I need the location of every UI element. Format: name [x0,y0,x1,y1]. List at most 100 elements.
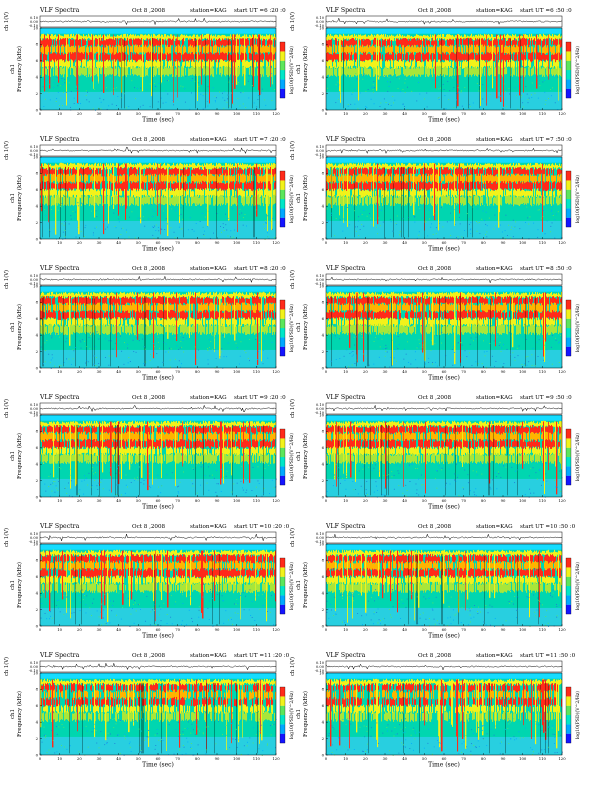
spectrogram-cell [100,173,102,184]
spectrogram-cell [405,165,407,169]
spectrogram-cell [138,38,140,47]
spectrogram-cell [102,188,104,196]
spectrogram-cell [72,195,74,206]
spectrogram-cell [252,67,254,77]
spectrogram-cell [332,35,334,39]
spectrogram-cell [121,190,123,196]
spectrogram-cell [329,68,331,77]
spectrogram-top-band [40,157,276,163]
noise-speck [242,103,244,105]
spectrogram-cell [151,194,153,205]
spectrogram-cell [502,44,504,54]
spectrogram-cell [364,181,366,191]
time-tick-label: 20 [363,111,368,116]
spectrogram-cell [364,34,366,41]
voltage-trace [325,147,563,155]
spectrogram-cell [524,68,526,77]
spectrogram-cell [413,68,415,77]
spectrogram-cell [60,196,62,206]
spectrogram-cell [266,66,268,76]
spectrogram-cell [230,40,232,45]
spectrogram-cell [541,68,543,75]
spectrogram-cell [119,168,121,176]
spectrogram-cell [219,35,221,40]
time-tick-label: 40 [402,111,407,116]
spectrogram-cell [159,61,161,69]
spectrogram-cell [446,34,448,40]
spectrogram-cell [184,163,186,170]
spectrogram-cell [445,46,447,53]
frequency-axis-label: Frequency (kHz) [302,46,309,92]
spectrogram-cell [540,46,542,55]
spectrogram-cell [140,34,142,40]
spectrogram-cell [387,53,389,63]
spectrogram-cell [434,34,436,41]
spectrogram-cell [491,59,493,67]
spectrogram-cell [161,168,163,176]
spectrogram-cell [71,163,73,169]
spectrogram-cell [414,189,416,198]
spectrogram-cell [414,169,416,174]
spectrogram-cell [137,196,139,206]
spectrogram-cell [330,174,332,182]
spectrogram-cell [326,181,328,191]
sferic-streak [41,163,43,212]
spectrogram-cell [362,197,364,206]
spectrogram-cell [343,52,345,61]
spectrogram-cell [233,53,235,62]
freq-tick-label: 0 [36,236,39,241]
spectrogram-cell [428,40,430,46]
spectrogram-cell [252,196,254,204]
spectrogram-cell [547,54,549,61]
sferic-streak [125,163,127,220]
spectrogram-cell [108,35,110,41]
spectrogram-cell [262,190,264,198]
spectrogram-cell [246,183,248,190]
spectrogram-cell [254,44,256,55]
spectrogram-cell [380,183,382,190]
spectrogram-cell [275,189,277,198]
spectrogram-cell [481,54,483,60]
spectrogram-cell [134,53,136,62]
spectrogram-cell [184,61,186,66]
spectrogram-cell [99,61,101,68]
spectrogram-cell [109,34,111,40]
spectrogram-cell [89,183,91,190]
spectrogram-cell [195,195,197,206]
spectrogram-cell [375,190,377,196]
spectrogram-cell [384,196,386,205]
spectrogram-cell [87,45,89,55]
noise-speck [476,83,478,84]
spectrogram-cell [129,38,131,45]
spectrogram-cell [200,35,202,41]
spectrogram-cell [203,170,205,175]
spectrogram-cell [56,164,58,168]
spectrogram-cell [212,165,214,169]
noise-speck [72,211,74,212]
spectrogram-cell [390,168,392,177]
spectrogram-cell [52,182,54,189]
spectrogram-cell [51,173,53,183]
spectrogram-cell [68,44,70,54]
spectrogram-cell [326,61,328,67]
spectrogram-cell [62,183,64,189]
spectrogram-cell [237,45,239,55]
spectrogram-cell [165,174,167,184]
spectrogram-cell [221,35,223,42]
spectrogram-cell [241,38,243,48]
spectrogram-cell [460,52,462,61]
spectrogram-cell [189,45,191,53]
spectrogram-cell [59,53,61,61]
spectrogram-cell [351,163,353,168]
spectrogram-cell [361,54,363,62]
spectrogram-cell [100,163,102,168]
spectrogram-cell [179,40,181,47]
spectrogram-cell [104,54,106,60]
spectrogram-cell [252,34,254,41]
spectrogram-cell [268,174,270,182]
spectrogram-cell [61,35,63,41]
spectrogram-cell [550,46,552,52]
voltage-tick-label: 0.10 [30,16,39,20]
spectrogram-cell [56,67,58,76]
spectrogram-cell [60,35,62,39]
